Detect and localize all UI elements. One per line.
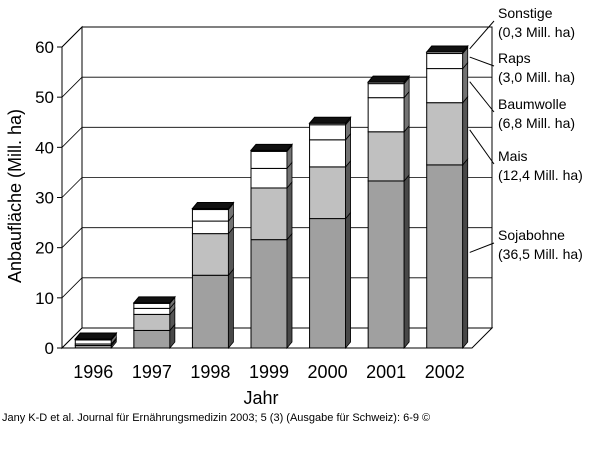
stacked-bar-chart: 0 10 20 30 40 50 60 1996 1997 1998 1999 2000 2001 20…	[5, 5, 583, 408]
legend-leader-line	[469, 242, 495, 253]
bar-stack-1997	[132, 295, 176, 350]
legend-detail-raps: (3,0 Mill. ha)	[498, 69, 575, 85]
bar-top	[249, 143, 294, 151]
bar-segment-raps	[250, 150, 288, 169]
source-citation: Jany K-D et al. Journal für Ernährungsme…	[2, 412, 431, 424]
bar-top	[425, 45, 469, 53]
bar-segment-sojabohne	[191, 274, 229, 349]
legend-label-raps: Raps	[498, 50, 531, 66]
y-tick-label: 60	[35, 38, 54, 57]
bar-side-baumwolle	[403, 90, 410, 133]
bar-segment-sojabohne	[426, 164, 464, 349]
bar-side-mais	[228, 226, 234, 277]
bar-segment-mais	[250, 187, 288, 241]
bar-segment-mais	[426, 102, 464, 166]
bar-stack-2002	[425, 44, 469, 350]
bar-segment-mais	[367, 131, 405, 182]
bar-segment-raps	[426, 53, 464, 70]
bar-segment-sojabohne	[133, 329, 171, 349]
y-tick-label: 10	[35, 289, 54, 308]
x-tick-label: 2002	[425, 362, 465, 382]
gridline	[61, 277, 492, 299]
x-tick-label: 1996	[73, 362, 113, 382]
gridline	[61, 126, 492, 148]
legend-leader-line	[469, 129, 495, 165]
bar-top	[191, 202, 235, 210]
bar-stacks	[74, 44, 469, 350]
x-tick-label: 2001	[366, 362, 406, 382]
y-tick-label: 0	[45, 339, 54, 358]
bar-top	[308, 116, 352, 124]
gridline	[61, 26, 492, 48]
bar-side-sojabohne	[462, 157, 469, 350]
bar-top	[132, 296, 176, 304]
gridline	[61, 227, 492, 248]
bar-side-sojabohne	[345, 211, 351, 350]
bar-stack-1999	[249, 143, 294, 350]
y-tick-label: 20	[35, 239, 54, 258]
bar-segment-raps	[191, 209, 229, 222]
legend-detail-sonstige: (0,3 Mill. ha)	[498, 24, 575, 40]
bar-stack-2001	[367, 75, 411, 350]
bar-segment-mais	[191, 233, 229, 276]
bar-side-mais	[286, 180, 293, 241]
bar-segment-baumwolle	[191, 220, 229, 235]
y-axis-label: Anbaufläche (Mill. ha)	[5, 109, 25, 283]
y-tick-label: 50	[35, 88, 54, 107]
gridline	[61, 76, 492, 98]
y-axis-ticks: 0 10 20 30 40 50 60	[35, 38, 62, 358]
bar-segment-mais	[133, 313, 171, 331]
bar-segment-sojabohne	[309, 218, 347, 349]
bar-segment-baumwolle	[309, 139, 347, 168]
bar-segment-baumwolle	[250, 167, 288, 189]
bar-segment-raps	[133, 302, 171, 309]
bar-side-mais	[345, 159, 351, 220]
x-tick-label: 1997	[132, 362, 172, 382]
x-axis-label: Jahr	[243, 388, 278, 408]
legend-detail-sojabohne: (36,5 Mill. ha)	[498, 246, 583, 262]
legend-label-sojabohne: Sojabohne	[498, 227, 565, 243]
legend-label-mais: Mais	[498, 148, 528, 164]
bar-top	[74, 332, 118, 340]
legend-leader-line	[469, 20, 495, 50]
bar-segment-mais	[309, 166, 347, 220]
bar-stack-2000	[308, 116, 352, 350]
bar-segment-baumwolle	[74, 339, 112, 345]
x-tick-label: 1998	[190, 362, 230, 382]
bar-top	[367, 75, 411, 83]
bar-segment-sojabohne	[250, 239, 288, 349]
x-tick-label: 1999	[249, 362, 289, 382]
legend-leader-line	[469, 56, 495, 67]
x-axis-ticks: 1996 1997 1998 1999 2000 2001 2002	[73, 362, 464, 382]
bar-side-baumwolle	[462, 61, 469, 104]
bar-side-mais	[403, 124, 410, 183]
legend: Sonstige (0,3 Mill. ha) Raps (3,0 Mill. ha)…	[469, 5, 583, 262]
y-tick-label: 30	[35, 189, 54, 208]
bar-segment-raps	[309, 124, 347, 141]
bar-side-mais	[462, 95, 469, 166]
bar-segment-baumwolle	[367, 97, 405, 133]
legend-leader-line	[469, 81, 495, 113]
legend-label-sonstige: Sonstige	[498, 5, 553, 21]
bar-side-sojabohne	[228, 268, 234, 350]
bar-segment-baumwolle	[426, 68, 464, 104]
bar-segment-sojabohne	[367, 180, 405, 349]
bar-stack-1996	[74, 331, 118, 350]
x-tick-label: 2000	[308, 362, 348, 382]
legend-label-baumwolle: Baumwolle	[498, 96, 567, 112]
bar-segment-raps	[367, 83, 405, 99]
legend-detail-baumwolle: (6,8 Mill. ha)	[498, 115, 575, 131]
bar-side-sojabohne	[403, 173, 410, 350]
gridline	[61, 177, 492, 198]
y-tick-label: 40	[35, 138, 54, 157]
bar-segment-baumwolle	[133, 307, 171, 315]
bar-stack-1998	[191, 201, 235, 350]
legend-detail-mais: (12,4 Mill. ha)	[498, 167, 583, 183]
bar-side-sojabohne	[286, 232, 293, 350]
